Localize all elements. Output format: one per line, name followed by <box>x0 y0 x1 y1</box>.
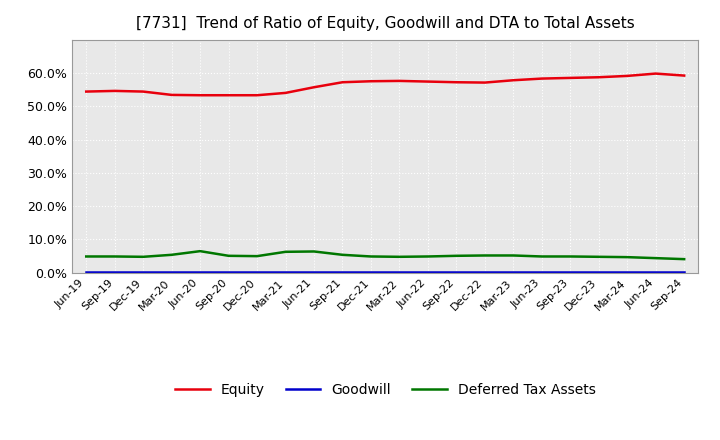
Equity <box>623 73 631 79</box>
Deferred Tax Assets <box>537 254 546 259</box>
Deferred Tax Assets <box>395 254 404 260</box>
Equity <box>167 92 176 98</box>
Equity <box>282 90 290 95</box>
Goodwill <box>253 270 261 275</box>
Goodwill <box>139 270 148 275</box>
Deferred Tax Assets <box>310 249 318 254</box>
Goodwill <box>537 270 546 275</box>
Equity <box>196 92 204 98</box>
Equity <box>680 73 688 78</box>
Deferred Tax Assets <box>452 253 461 258</box>
Goodwill <box>509 270 518 275</box>
Equity <box>537 76 546 81</box>
Deferred Tax Assets <box>623 254 631 260</box>
Deferred Tax Assets <box>566 254 575 259</box>
Equity <box>595 75 603 80</box>
Goodwill <box>366 270 375 275</box>
Goodwill <box>452 270 461 275</box>
Equity <box>225 92 233 98</box>
Line: Equity: Equity <box>86 73 684 95</box>
Deferred Tax Assets <box>196 249 204 254</box>
Deferred Tax Assets <box>110 254 119 259</box>
Deferred Tax Assets <box>595 254 603 260</box>
Deferred Tax Assets <box>139 254 148 260</box>
Goodwill <box>395 270 404 275</box>
Goodwill <box>480 270 489 275</box>
Equity <box>452 80 461 85</box>
Title: [7731]  Trend of Ratio of Equity, Goodwill and DTA to Total Assets: [7731] Trend of Ratio of Equity, Goodwil… <box>136 16 634 32</box>
Goodwill <box>338 270 347 275</box>
Deferred Tax Assets <box>82 254 91 259</box>
Line: Deferred Tax Assets: Deferred Tax Assets <box>86 251 684 259</box>
Goodwill <box>423 270 432 275</box>
Goodwill <box>225 270 233 275</box>
Deferred Tax Assets <box>338 252 347 257</box>
Equity <box>395 78 404 84</box>
Goodwill <box>167 270 176 275</box>
Deferred Tax Assets <box>680 257 688 262</box>
Goodwill <box>680 270 688 275</box>
Equity <box>253 92 261 98</box>
Goodwill <box>652 270 660 275</box>
Equity <box>652 71 660 76</box>
Goodwill <box>566 270 575 275</box>
Equity <box>366 79 375 84</box>
Deferred Tax Assets <box>167 252 176 257</box>
Deferred Tax Assets <box>509 253 518 258</box>
Deferred Tax Assets <box>480 253 489 258</box>
Legend: Equity, Goodwill, Deferred Tax Assets: Equity, Goodwill, Deferred Tax Assets <box>169 378 601 403</box>
Goodwill <box>310 270 318 275</box>
Goodwill <box>595 270 603 275</box>
Goodwill <box>623 270 631 275</box>
Equity <box>139 89 148 94</box>
Deferred Tax Assets <box>652 256 660 261</box>
Deferred Tax Assets <box>423 254 432 259</box>
Deferred Tax Assets <box>282 249 290 254</box>
Goodwill <box>196 270 204 275</box>
Goodwill <box>282 270 290 275</box>
Deferred Tax Assets <box>225 253 233 258</box>
Goodwill <box>110 270 119 275</box>
Equity <box>423 79 432 84</box>
Equity <box>82 89 91 94</box>
Deferred Tax Assets <box>366 254 375 259</box>
Equity <box>310 84 318 90</box>
Deferred Tax Assets <box>253 253 261 259</box>
Goodwill <box>82 270 91 275</box>
Equity <box>509 77 518 83</box>
Equity <box>338 80 347 85</box>
Equity <box>480 80 489 85</box>
Equity <box>566 75 575 81</box>
Equity <box>110 88 119 94</box>
